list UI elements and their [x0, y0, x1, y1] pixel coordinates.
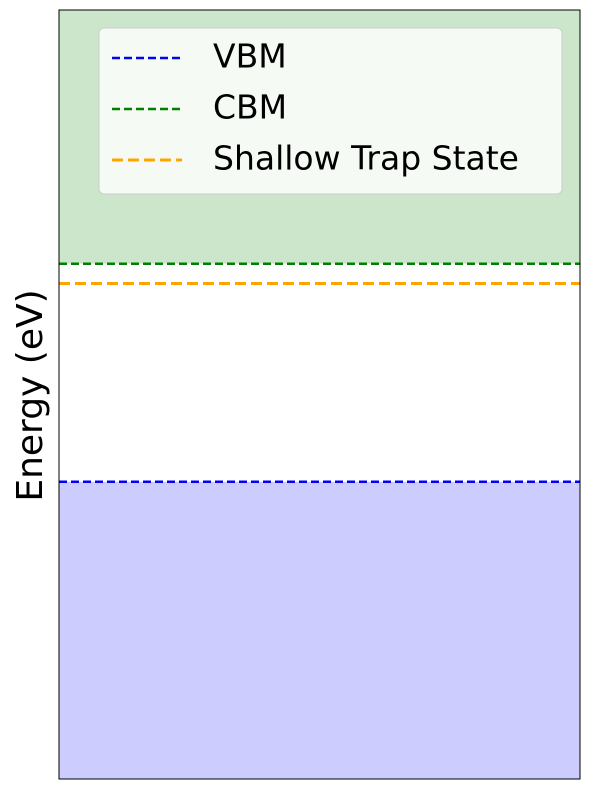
legend: VBM CBM Shallow Trap State [98, 27, 563, 195]
legend-label-shallow-trap-state: Shallow Trap State [213, 139, 519, 178]
legend-label-cbm: CBM [213, 88, 287, 127]
legend-label-vbm: VBM [213, 37, 287, 76]
legend-box [98, 27, 563, 195]
plot-frame [58, 9, 581, 780]
y-axis-label: Energy (eV) [10, 289, 51, 501]
level-lines-layer [59, 262, 580, 483]
valence-band-fill [59, 481, 580, 779]
